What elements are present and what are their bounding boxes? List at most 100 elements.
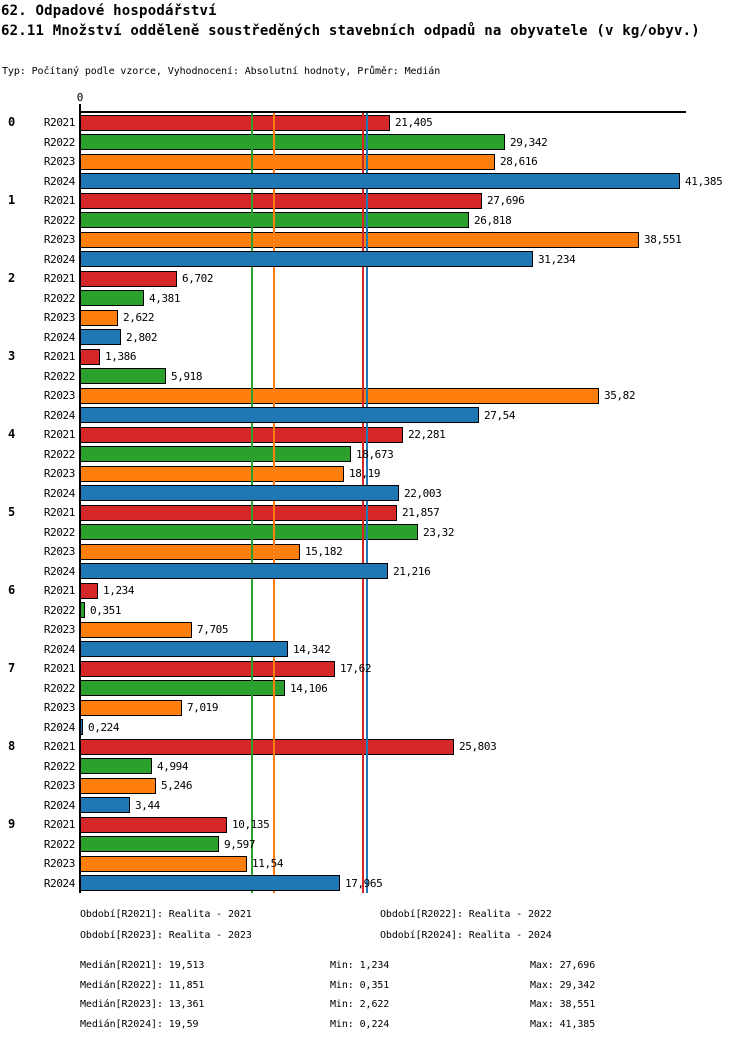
bar-r2024 [80,563,388,579]
stat-max-r2023: Max: 38,551 [530,999,596,1010]
bar-row: R2024 27,54 [0,406,750,426]
bar-r2024 [80,251,533,267]
bar-row: 3 R2021 1,386 [0,347,750,367]
bar-r2021 [80,816,227,833]
bar-row: R2023 28,616 [0,152,750,172]
bar-value-label: 5,246 [161,779,193,792]
series-label: R2023 [43,779,76,792]
series-label: R2022 [43,291,76,305]
bar-row: 5 R2021 21,857 [0,503,750,523]
bar-value-label: 2,802 [126,330,158,344]
stat-max-r2024: Max: 41,385 [530,1019,596,1030]
series-label: R2021 [43,662,76,675]
series-label: R2023 [43,623,76,636]
series-label: R2023 [43,311,76,324]
bar-value-label: 4,381 [149,291,181,305]
bar-r2022 [80,758,152,774]
bar-value-label: 22,281 [408,428,446,441]
x-axis-tick [79,104,81,111]
bar-row: 1 R2021 27,696 [0,191,750,211]
series-label: R2023 [43,545,76,558]
bar-value-label: 35,82 [604,389,636,402]
chart-title: 62.11 Množství odděleně soustředěných st… [1,23,700,39]
bar-r2021 [80,192,482,209]
group-label: 9 [8,817,16,831]
median-R2023-line [273,112,275,893]
bar-row: 0 R2021 21,405 [0,113,750,133]
bar-r2023 [80,465,344,482]
bar-value-label: 4,994 [157,759,189,773]
series-label: R2022 [43,603,76,617]
series-label: R2021 [43,194,76,207]
bar-value-label: 21,857 [402,506,440,519]
median-R2024-line [366,112,368,893]
plot-area: 0 0 R2021 21,405 R2022 29,342 R2023 28,616 R202… [0,91,750,893]
bar-r2023 [80,621,192,638]
series-label: R2022 [43,525,76,539]
bar-r2024 [80,407,479,423]
bar-row: R2024 0,224 [0,718,750,738]
bar-row: R2023 18,19 [0,464,750,484]
bar-value-label: 25,803 [459,740,497,753]
bar-value-label: 27,696 [487,194,525,207]
bar-group: 2 R2021 6,702 R2022 4,381 R2023 2,622 R2024 2,80… [0,269,750,347]
x-axis-line [80,111,686,113]
bar-value-label: 18,673 [356,447,394,461]
series-label: R2023 [43,233,76,246]
bar-row: R2024 3,44 [0,796,750,816]
bar-row: R2022 4,381 [0,289,750,309]
bar-r2022 [80,602,85,618]
series-label: R2021 [43,350,76,363]
bar-value-label: 3,44 [135,798,160,812]
bar-group: 0 R2021 21,405 R2022 29,342 R2023 28,616 R2024 4… [0,113,750,191]
bar-value-label: 10,135 [232,818,270,831]
bar-r2021 [80,660,335,677]
stat-min-r2023: Min: 2,622 [330,999,390,1010]
bar-row: 7 R2021 17,62 [0,659,750,679]
bar-r2024 [80,173,680,189]
series-label: R2022 [43,213,76,227]
series-label: R2023 [43,467,76,480]
bar-r2022 [80,836,219,852]
legend-period-r2022: Období[R2022]: Realita - 2022 [380,909,552,920]
bar-r2021 [80,582,98,599]
bar-row: R2022 18,673 [0,445,750,465]
legend-period-r2023: Období[R2023]: Realita - 2023 [80,930,252,941]
group-label: 4 [8,427,16,441]
median-R2021-line [362,112,364,893]
bar-r2023 [80,699,182,716]
bar-r2023 [80,309,118,326]
stat-median-r2023: Medián[R2023]: 13,361 [80,999,205,1010]
series-label: R2022 [43,837,76,851]
series-label: R2021 [43,116,76,129]
bar-r2024 [80,797,130,813]
bar-group: 8 R2021 25,803 R2022 4,994 R2023 5,246 R2024 3,4… [0,737,750,815]
bar-value-label: 18,19 [349,467,381,480]
series-label: R2023 [43,389,76,402]
bar-r2021 [80,348,100,365]
bar-value-label: 26,818 [474,213,512,227]
bar-row: R2024 41,385 [0,172,750,192]
bar-row: R2022 14,106 [0,679,750,699]
series-label: R2024 [43,174,76,188]
series-label: R2024 [43,876,76,890]
bar-r2023 [80,387,599,404]
bar-row: R2024 31,234 [0,250,750,270]
series-label: R2021 [43,584,76,597]
bar-row: R2022 26,818 [0,211,750,231]
series-label: R2021 [43,506,76,519]
bar-value-label: 14,106 [290,681,328,695]
group-label: 0 [8,115,16,129]
stat-max-r2022: Max: 29,342 [530,980,596,991]
group-label: 1 [8,193,16,207]
series-label: R2023 [43,857,76,870]
series-label: R2024 [43,642,76,656]
bar-row: R2024 14,342 [0,640,750,660]
bar-r2023 [80,777,156,794]
bar-value-label: 17,62 [340,662,372,675]
stat-max-r2021: Max: 27,696 [530,960,596,971]
bar-value-label: 21,405 [395,116,433,129]
series-label: R2023 [43,701,76,714]
group-label: 2 [8,271,16,285]
bar-r2022 [80,524,418,540]
